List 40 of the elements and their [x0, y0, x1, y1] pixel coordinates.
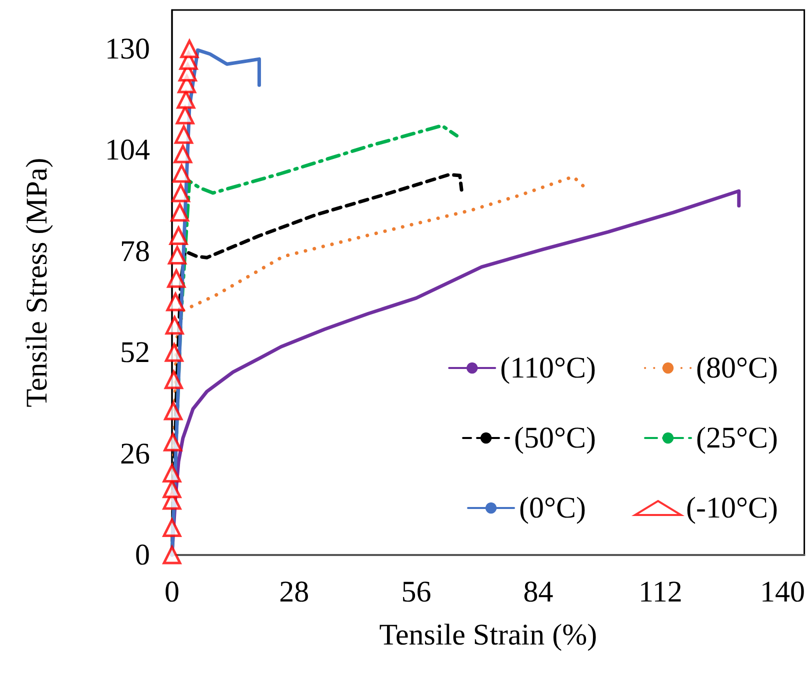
x-tick-label: 56: [401, 576, 432, 608]
legend-label: (80°C): [696, 352, 778, 384]
y-tick-label: 104: [105, 134, 150, 167]
x-tick-label: 84: [523, 576, 554, 608]
point: [167, 269, 186, 288]
x-tick-label: 0: [164, 576, 180, 608]
point: [162, 518, 182, 537]
point: [176, 90, 196, 109]
legend-label: (0°C): [519, 492, 586, 524]
point: [172, 164, 191, 183]
x-tick-label: 28: [279, 576, 310, 608]
point: [162, 480, 182, 498]
x-axis-title: Tensile Strain (%): [379, 618, 598, 652]
y-tick-label: 26: [120, 437, 150, 470]
point: [164, 432, 182, 452]
point: [162, 546, 182, 564]
y-tick-label: 78: [120, 234, 150, 268]
point: [166, 292, 185, 312]
x-tick-label: 112: [638, 576, 682, 608]
point: [171, 184, 190, 202]
legend-label: (110°C): [500, 352, 596, 384]
point: [164, 370, 183, 390]
legend-label: (-10°C): [686, 492, 778, 524]
point: [168, 246, 186, 264]
y-tick-label: 0: [135, 538, 150, 572]
x-tick-label: 140: [760, 576, 805, 608]
point: [162, 464, 182, 482]
point: [174, 125, 194, 144]
point: [174, 144, 192, 164]
legend-label: (50°C): [514, 422, 596, 454]
y-tick-label: 130: [105, 32, 150, 66]
point: [169, 226, 188, 246]
point: [164, 343, 184, 362]
y-axis-title: Tensile Stress (MPa): [20, 158, 54, 408]
point: [180, 40, 199, 58]
y-tick-label: 52: [120, 336, 150, 370]
point: [164, 402, 183, 420]
point: [165, 316, 184, 335]
point: [170, 203, 190, 222]
legend-label: (25°C): [696, 422, 778, 454]
